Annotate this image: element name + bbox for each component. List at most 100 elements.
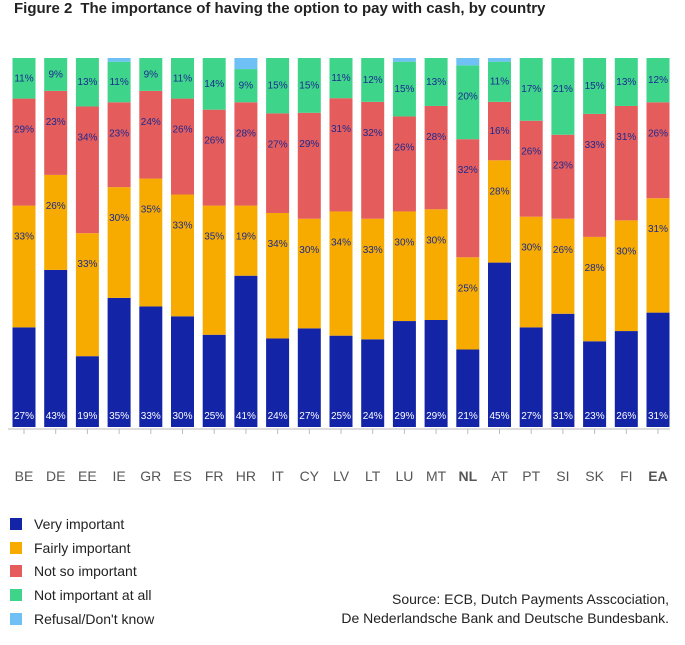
data-labels-layer: 27% 33% 29% 11% 43% 26% 23% 9% 19% 33% 34% 13% 35% 30… — [14, 69, 668, 422]
bar-segment-notso-fr — [202, 109, 226, 206]
bar-segment-notso-hr — [234, 102, 258, 206]
bar-segment-very-it — [266, 338, 290, 427]
data-label-fairly-de: 26% — [46, 201, 66, 212]
data-label-very-fi: 26% — [616, 411, 636, 422]
bar-segment-fairly-mt — [424, 209, 448, 320]
bar-segment-fairly-ee — [75, 233, 99, 357]
legend-item-refusal: Refusal/Don't know — [10, 607, 154, 631]
bar-segment-fairly-hr — [234, 205, 258, 276]
bar-segment-fairly-es — [171, 194, 194, 317]
data-label-notatall-ie: 11% — [109, 77, 128, 88]
data-label-notso-fr: 26% — [204, 136, 224, 147]
data-label-notso-ee: 34% — [77, 132, 97, 143]
data-label-very-cy: 27% — [299, 411, 319, 422]
bar-segment-fairly-lv — [329, 211, 353, 336]
bar-segment-notso-lt — [361, 101, 385, 219]
x-tick-label-de: DE — [46, 468, 65, 484]
legend-label: Refusal/Don't know — [34, 610, 155, 627]
bar-segment-notatall-at — [488, 61, 511, 102]
data-label-notso-at: 16% — [489, 126, 509, 137]
bar-segment-notso-lv — [329, 98, 353, 212]
x-tick-label-si: SI — [556, 468, 569, 484]
legend-label: Not so important — [34, 563, 137, 580]
bar-segment-notatall-de — [44, 58, 68, 91]
data-label-fairly-lt: 33% — [363, 245, 383, 256]
bar-segment-notso-sk — [583, 113, 607, 237]
data-label-notatall-cy: 15% — [299, 80, 319, 91]
data-label-notso-si: 23% — [553, 161, 573, 172]
x-tick-label-it: IT — [271, 468, 284, 484]
bar-segment-fairly-de — [44, 174, 68, 270]
data-label-very-si: 31% — [553, 411, 573, 422]
data-label-notatall-de: 9% — [48, 69, 63, 80]
x-tick-label-lv: LV — [333, 468, 350, 484]
bar-segment-very-si — [551, 313, 575, 427]
data-label-notso-nl: 32% — [458, 165, 478, 176]
data-label-notso-ie: 23% — [109, 128, 129, 139]
bar-segment-very-ee — [75, 356, 99, 427]
bar-segment-very-lt — [361, 339, 385, 427]
data-label-fairly-fi: 30% — [616, 246, 636, 257]
bar-segment-refusal-lu — [392, 58, 416, 62]
chart-title: Figure 2 The importance of having the opt… — [14, 0, 545, 17]
data-label-very-de: 43% — [46, 411, 66, 422]
bar-segment-fairly-fr — [202, 205, 226, 335]
bar-segment-very-es — [171, 316, 194, 427]
bars-layer — [12, 58, 670, 427]
data-label-fairly-ea: 31% — [648, 224, 668, 235]
bar-segment-notso-gr — [139, 90, 163, 179]
bar-segment-notso-be — [12, 98, 36, 206]
bar-segment-notatall-lt — [361, 58, 385, 102]
data-label-notso-hr: 28% — [236, 128, 256, 139]
data-label-fairly-cy: 30% — [299, 245, 319, 256]
bar-segment-fairly-ie — [107, 187, 131, 298]
bar-segment-very-gr — [139, 306, 163, 427]
x-tick-label-lt: LT — [365, 468, 381, 484]
data-label-fairly-lv: 34% — [331, 237, 351, 248]
x-tick-label-es: ES — [173, 468, 192, 484]
bar-segment-very-at — [488, 262, 511, 427]
figure-number: Figure 2 — [14, 0, 73, 17]
data-label-very-fr: 25% — [204, 411, 224, 422]
bar-segment-very-ea — [646, 312, 670, 427]
data-label-fairly-at: 28% — [489, 186, 509, 197]
bar-segment-notatall-it — [266, 58, 290, 114]
bar-segment-fairly-si — [551, 218, 575, 314]
bar-segment-refusal-hr — [234, 58, 258, 70]
x-tick-label-fr: FR — [205, 468, 224, 484]
source-line-1: Source: ECB, Dutch Payments Asscociation… — [391, 591, 669, 607]
data-label-notso-mt: 28% — [426, 132, 446, 143]
x-tick-label-ee: EE — [78, 468, 97, 484]
bar-segment-notatall-be — [12, 58, 36, 99]
bar-segment-notatall-es — [171, 58, 194, 99]
data-label-very-be: 27% — [14, 411, 34, 422]
data-label-fairly-ee: 33% — [77, 259, 97, 270]
x-tick-label-fi: FI — [620, 468, 632, 484]
x-tick-label-nl: NL — [458, 468, 477, 484]
x-tick-label-pt: PT — [522, 468, 540, 484]
data-label-very-mt: 29% — [426, 411, 446, 422]
bar-segment-notatall-mt — [424, 58, 448, 106]
data-label-notso-lu: 26% — [394, 142, 414, 153]
x-tick-label-sk: SK — [585, 468, 604, 484]
bar-segment-very-hr — [234, 275, 258, 427]
bar-segment-notatall-ee — [75, 58, 99, 107]
data-label-fairly-ie: 30% — [109, 213, 129, 224]
data-label-very-pt: 27% — [521, 411, 541, 422]
bar-segment-notso-cy — [297, 112, 321, 219]
data-label-very-lt: 24% — [363, 411, 383, 422]
legend-swatch — [10, 588, 22, 601]
figure-title-text: The importance of having the option to p… — [80, 0, 546, 17]
bar-segment-very-ie — [107, 297, 131, 427]
data-label-fairly-es: 33% — [172, 221, 192, 232]
bar-segment-notso-at — [488, 101, 511, 161]
data-label-very-at: 45% — [489, 411, 509, 422]
data-label-fairly-sk: 28% — [585, 263, 605, 274]
bar-segment-notatall-nl — [456, 65, 480, 140]
data-label-very-lu: 29% — [394, 411, 414, 422]
bar-segment-notso-fi — [614, 105, 638, 221]
bar-segment-notso-it — [266, 113, 290, 213]
data-label-notatall-gr: 9% — [144, 69, 159, 80]
bar-segment-notso-de — [44, 90, 68, 175]
data-label-very-nl: 21% — [458, 411, 478, 422]
